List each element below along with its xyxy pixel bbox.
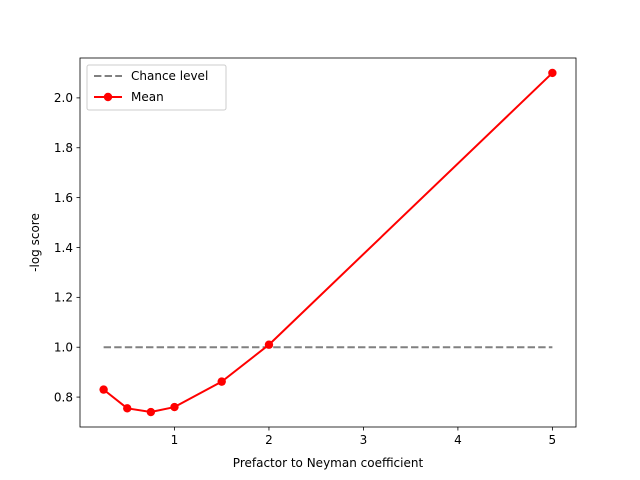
- y-tick-label: 0.8: [54, 390, 73, 404]
- plot-area: [99, 68, 557, 417]
- legend-label-mean: Mean: [131, 90, 164, 104]
- data-point-mean: [123, 404, 132, 413]
- legend: Chance level Mean: [86, 64, 227, 111]
- axis-ticks: 1 2 3 4 5 0.8 1.0 1.2 1.4 1.6 1.8 2.0: [54, 91, 556, 447]
- data-point-mean: [146, 407, 156, 417]
- data-point-mean: [264, 340, 274, 349]
- data-point-mean: [217, 377, 226, 386]
- data-point-mean: [170, 402, 179, 412]
- legend-label-chance-level: Chance level: [131, 69, 208, 83]
- y-axis-label: -log score: [28, 213, 42, 272]
- x-axis-label: Prefactor to Neyman coefficient: [233, 456, 424, 470]
- y-tick-label: 1.0: [54, 341, 73, 355]
- x-tick-label: 4: [454, 433, 462, 447]
- y-tick-label: 2.0: [54, 91, 73, 105]
- data-point-mean: [548, 68, 557, 78]
- x-tick-label: 2: [265, 433, 273, 447]
- y-tick-label: 1.6: [54, 191, 73, 205]
- x-tick-label: 1: [171, 433, 179, 447]
- axes-frame: [79, 57, 577, 428]
- data-point-mean: [99, 385, 108, 394]
- x-tick-label: 3: [360, 433, 368, 447]
- legend-marker-mean: [103, 92, 113, 102]
- x-tick-label: 5: [549, 433, 557, 447]
- y-tick-label: 1.2: [54, 291, 73, 305]
- y-tick-label: 1.8: [54, 141, 73, 155]
- y-tick-label: 1.4: [54, 241, 73, 255]
